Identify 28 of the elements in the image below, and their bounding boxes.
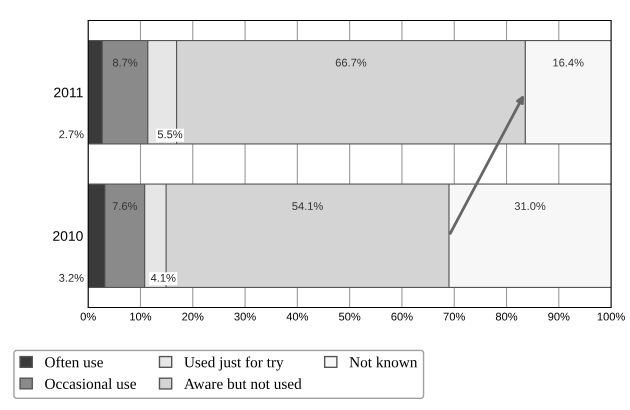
x-tick-label: 60%	[391, 312, 413, 321]
x-tick-label: 0%	[80, 312, 96, 321]
x-tick-label: 40%	[286, 312, 308, 321]
x-tick-label: 20%	[182, 312, 204, 321]
data-label: 3.2%	[59, 274, 84, 282]
data-label: 8.7%	[112, 58, 138, 67]
legend-label: Occasional use	[45, 378, 136, 390]
x-tick-label: 80%	[496, 312, 518, 321]
data-label: 16.4%	[553, 58, 584, 67]
x-tick-label: 100%	[598, 312, 625, 321]
data-label: 66.7%	[336, 58, 366, 67]
y-tick-label: 2010	[53, 231, 83, 241]
x-tick-label: 90%	[548, 312, 570, 321]
y-tick-label: 2011	[54, 88, 83, 98]
data-label: 31.0%	[514, 202, 546, 210]
legend-label: Often use	[45, 356, 103, 368]
data-label: 2.7%	[59, 130, 84, 138]
x-tick-label: 50%	[338, 312, 360, 321]
data-label: 7.6%	[112, 202, 138, 210]
legend-label: Used just for try	[184, 356, 284, 371]
data-label: 54.1%	[292, 202, 323, 210]
x-tick-label: 30%	[234, 312, 256, 321]
legend-label: Aware but not used	[184, 378, 302, 390]
data-label: 4.1%	[150, 274, 176, 282]
legend-label: Not known	[350, 356, 418, 368]
data-label: 5.5%	[158, 130, 182, 138]
x-tick-label: 70%	[444, 312, 465, 321]
x-tick-label: 10%	[130, 312, 152, 321]
